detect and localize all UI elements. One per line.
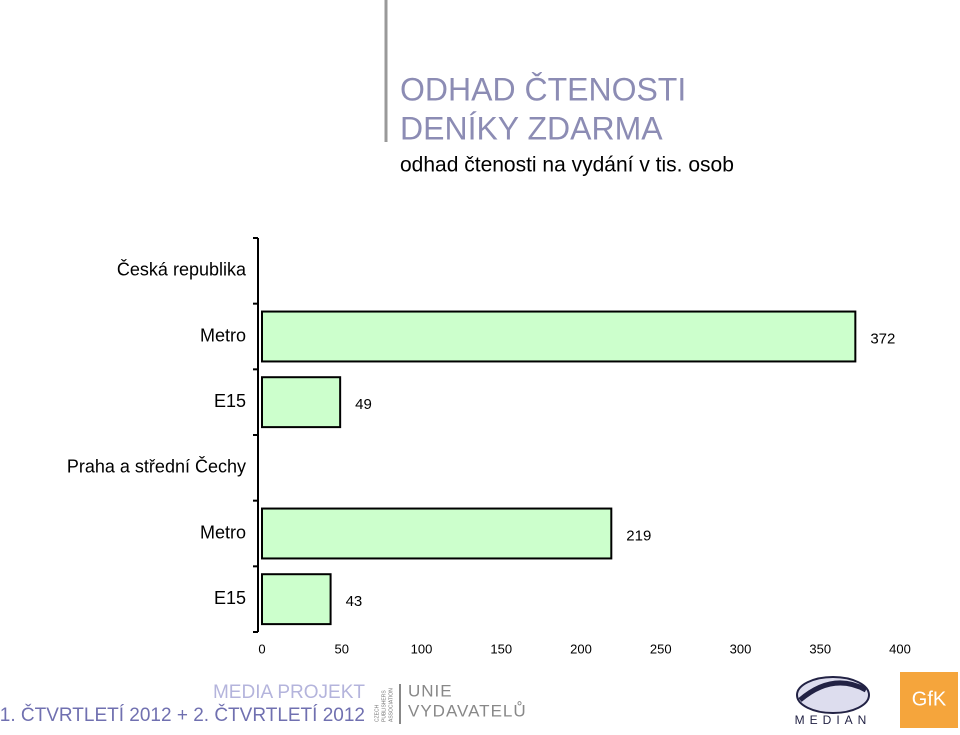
median-text: MEDIAN — [795, 713, 872, 727]
y-tick-label: Praha a střední Čechy — [67, 456, 246, 477]
y-tick-label: Česká republika — [117, 259, 247, 280]
title-line: DENÍKY ZDARMA — [400, 110, 663, 146]
bar — [261, 310, 857, 363]
x-tick-label: 300 — [730, 641, 752, 656]
union: VYDAVATELŮ — [408, 701, 527, 720]
association-text: CZECH — [374, 704, 380, 722]
value-label: 49 — [355, 396, 372, 413]
title-line: ODHAD ČTENOSTI — [400, 71, 686, 107]
bar — [261, 507, 613, 560]
x-tick-label: 100 — [411, 641, 433, 656]
median-logo: MEDIAN — [795, 676, 872, 727]
x-tick-label: 250 — [650, 641, 672, 656]
subtitle: odhad čtenosti na vydání v tis. osob — [400, 154, 734, 177]
y-tick-label: E15 — [214, 588, 246, 608]
project: MEDIA PROJEKT — [213, 682, 365, 703]
x-tick-label: 400 — [889, 641, 911, 656]
y-tick-label: Metro — [200, 522, 246, 542]
bar — [261, 376, 342, 429]
value-label: 43 — [346, 593, 363, 610]
union: UNIE — [408, 681, 453, 700]
bar — [261, 573, 332, 626]
x-tick-label: 0 — [258, 641, 265, 656]
period: 1. ČTVRTLETÍ 2012 + 2. ČTVRTLETÍ 2012 — [0, 704, 365, 726]
association-text: PUBLISHERS — [381, 690, 387, 722]
median-swoosh — [798, 680, 868, 702]
gfk-text: GfK — [912, 688, 947, 710]
value-label: 372 — [870, 330, 895, 347]
association-text: ASSOCIATION — [388, 688, 394, 722]
gfk-box — [900, 672, 958, 728]
y-tick-label: Metro — [200, 325, 246, 345]
x-tick-label: 50 — [335, 641, 349, 656]
x-tick-label: 150 — [490, 641, 512, 656]
y-tick-label: E15 — [214, 391, 246, 411]
x-tick-label: 200 — [570, 641, 592, 656]
x-tick-label: 350 — [809, 641, 831, 656]
association: CZECH PUBLISHERS ASSOCIATION — [374, 688, 394, 722]
value-label: 219 — [626, 527, 651, 544]
